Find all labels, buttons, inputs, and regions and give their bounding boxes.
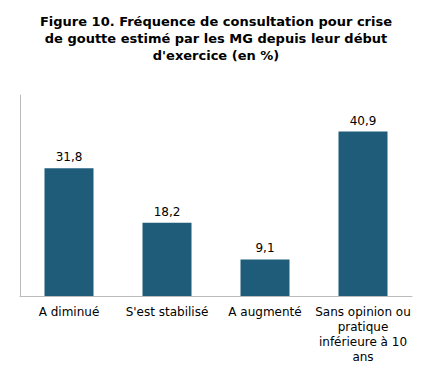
svg-text:S'est stabilisé: S'est stabilisé — [126, 305, 209, 319]
svg-text:9,1: 9,1 — [255, 241, 274, 255]
svg-text:40,9: 40,9 — [350, 114, 377, 128]
svg-text:ans: ans — [352, 350, 373, 364]
svg-text:Sans opinion ou: Sans opinion ou — [315, 305, 411, 319]
svg-text:de goutte estimé par les MG de: de goutte estimé par les MG depuis leur … — [45, 31, 387, 46]
svg-text:Figure 10. Fréquence de consul: Figure 10. Fréquence de consultation pou… — [40, 14, 392, 29]
svg-text:inférieure à 10: inférieure à 10 — [319, 335, 407, 349]
svg-text:A augmenté: A augmenté — [228, 305, 301, 319]
svg-text:A diminué: A diminué — [39, 305, 100, 319]
svg-text:18,2: 18,2 — [154, 205, 181, 219]
svg-text:31,8: 31,8 — [56, 150, 83, 164]
svg-text:pratique: pratique — [338, 320, 389, 334]
svg-text:d'exercice (en %): d'exercice (en %) — [153, 48, 279, 63]
